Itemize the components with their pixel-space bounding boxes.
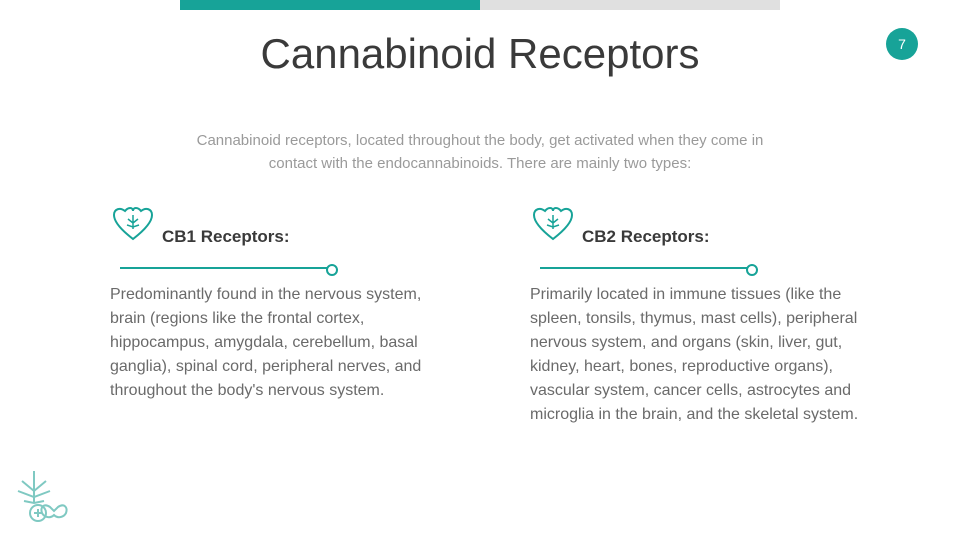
receptor-column-cb1: CB1 Receptors: Predominantly found in th… [110, 215, 460, 427]
receptor-column-cb2: CB2 Receptors: Primarily located in immu… [530, 215, 880, 427]
progress-filled [180, 0, 480, 10]
receptor-body: Primarily located in immune tissues (lik… [530, 283, 880, 427]
heart-leaf-icon [530, 205, 576, 248]
receptor-underline [120, 267, 330, 269]
intro-text: Cannabinoid receptors, located throughou… [180, 130, 780, 175]
receptor-columns: CB1 Receptors: Predominantly found in th… [110, 215, 880, 427]
receptor-title: CB1 Receptors: [162, 227, 290, 247]
heart-leaf-icon [110, 205, 156, 248]
progress-empty [480, 0, 780, 10]
receptor-underline [540, 267, 750, 269]
receptor-header: CB1 Receptors: [110, 215, 460, 265]
receptor-title: CB2 Receptors: [582, 227, 710, 247]
progress-bar [180, 0, 780, 10]
receptor-header: CB2 Receptors: [530, 215, 880, 265]
leaf-corner-icon [8, 463, 72, 532]
page-title: Cannabinoid Receptors [0, 30, 960, 78]
receptor-body: Predominantly found in the nervous syste… [110, 283, 460, 403]
